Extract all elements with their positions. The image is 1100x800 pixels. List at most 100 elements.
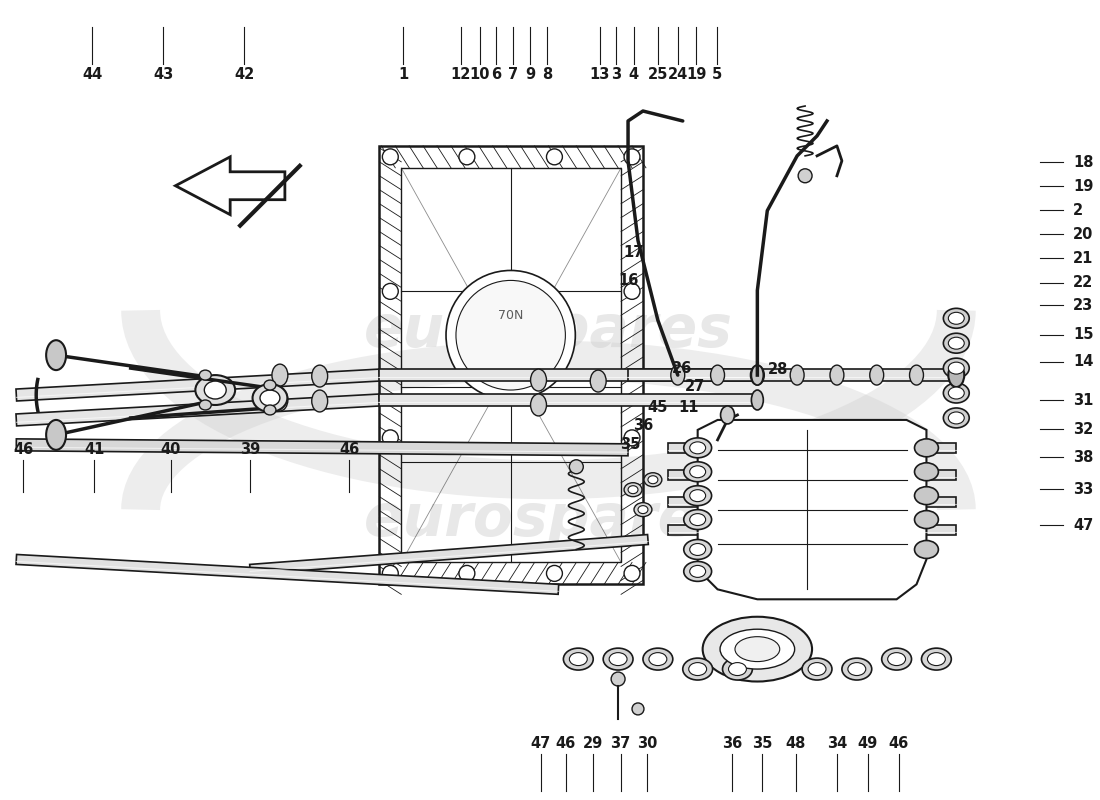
Text: 35: 35 (620, 437, 640, 452)
Ellipse shape (944, 358, 969, 378)
Text: 41: 41 (85, 442, 104, 458)
Ellipse shape (848, 662, 866, 675)
Text: 21: 21 (1074, 250, 1093, 266)
Ellipse shape (728, 662, 747, 675)
Ellipse shape (530, 394, 547, 416)
Text: 30: 30 (637, 736, 657, 750)
Ellipse shape (830, 365, 844, 385)
Ellipse shape (634, 502, 652, 517)
Text: 12: 12 (451, 66, 471, 82)
Ellipse shape (563, 648, 593, 670)
Bar (402, 168, 622, 562)
Ellipse shape (751, 365, 763, 385)
Ellipse shape (196, 375, 235, 405)
Text: 24: 24 (668, 66, 688, 82)
Text: 36: 36 (723, 736, 743, 750)
Ellipse shape (570, 653, 587, 666)
Ellipse shape (790, 365, 804, 385)
Text: 46: 46 (339, 442, 360, 458)
Ellipse shape (684, 510, 712, 530)
Ellipse shape (690, 543, 705, 555)
Ellipse shape (944, 408, 969, 428)
Circle shape (459, 149, 475, 165)
Ellipse shape (689, 662, 706, 675)
Ellipse shape (644, 473, 662, 486)
Text: 9: 9 (525, 66, 535, 82)
Ellipse shape (690, 442, 705, 454)
Text: 39: 39 (240, 442, 260, 458)
Ellipse shape (638, 506, 648, 514)
Ellipse shape (684, 486, 712, 506)
Text: 6: 6 (491, 66, 501, 82)
Ellipse shape (591, 370, 606, 392)
Ellipse shape (948, 362, 965, 374)
Text: 34: 34 (827, 736, 847, 750)
Text: 7: 7 (508, 66, 518, 82)
Text: 32: 32 (1074, 422, 1093, 437)
Ellipse shape (649, 653, 667, 666)
Text: 18: 18 (1074, 155, 1093, 170)
Ellipse shape (723, 658, 752, 680)
Ellipse shape (690, 490, 705, 502)
Ellipse shape (253, 384, 287, 412)
Ellipse shape (948, 363, 965, 387)
Ellipse shape (46, 420, 66, 450)
Circle shape (383, 283, 398, 299)
Text: 4: 4 (629, 66, 639, 82)
Text: 2: 2 (1074, 202, 1084, 218)
Ellipse shape (914, 486, 938, 505)
Text: 5: 5 (712, 66, 722, 82)
Polygon shape (379, 369, 758, 381)
Ellipse shape (802, 658, 832, 680)
Text: 45: 45 (648, 401, 668, 415)
Polygon shape (668, 497, 956, 506)
Ellipse shape (711, 365, 725, 385)
Polygon shape (16, 554, 559, 594)
Ellipse shape (690, 514, 705, 526)
Ellipse shape (944, 334, 969, 353)
Ellipse shape (609, 653, 627, 666)
Ellipse shape (684, 462, 712, 482)
Text: 8: 8 (542, 66, 552, 82)
Text: 3: 3 (612, 66, 621, 82)
Text: 36: 36 (634, 418, 653, 433)
Circle shape (799, 169, 812, 182)
Ellipse shape (948, 387, 965, 399)
Circle shape (383, 430, 398, 446)
Ellipse shape (272, 364, 288, 386)
Ellipse shape (199, 400, 211, 410)
Ellipse shape (914, 462, 938, 481)
Text: 20: 20 (1074, 226, 1093, 242)
Ellipse shape (264, 380, 276, 390)
Ellipse shape (870, 365, 883, 385)
Text: 48: 48 (785, 736, 806, 750)
Ellipse shape (888, 653, 905, 666)
Ellipse shape (603, 648, 632, 670)
Text: 17: 17 (624, 245, 644, 260)
Bar (379, 146, 644, 584)
Ellipse shape (922, 648, 952, 670)
Polygon shape (250, 534, 648, 574)
Text: 19: 19 (1074, 179, 1093, 194)
Text: eurospares: eurospares (364, 302, 733, 358)
Ellipse shape (720, 630, 794, 669)
Text: 25: 25 (648, 66, 668, 82)
Text: 11: 11 (679, 401, 699, 415)
Ellipse shape (264, 405, 276, 415)
Ellipse shape (624, 482, 642, 497)
Ellipse shape (648, 476, 658, 484)
Text: 31: 31 (1074, 393, 1093, 407)
Ellipse shape (948, 312, 965, 324)
Ellipse shape (644, 648, 673, 670)
Text: 28: 28 (768, 362, 789, 378)
Ellipse shape (927, 653, 945, 666)
Text: 40: 40 (161, 442, 182, 458)
Ellipse shape (808, 662, 826, 675)
Text: 33: 33 (1074, 482, 1093, 497)
Polygon shape (697, 420, 926, 599)
Text: 14: 14 (1074, 354, 1093, 370)
Polygon shape (668, 470, 956, 480)
Circle shape (383, 149, 398, 165)
Ellipse shape (684, 562, 712, 582)
Text: 1: 1 (398, 66, 408, 82)
